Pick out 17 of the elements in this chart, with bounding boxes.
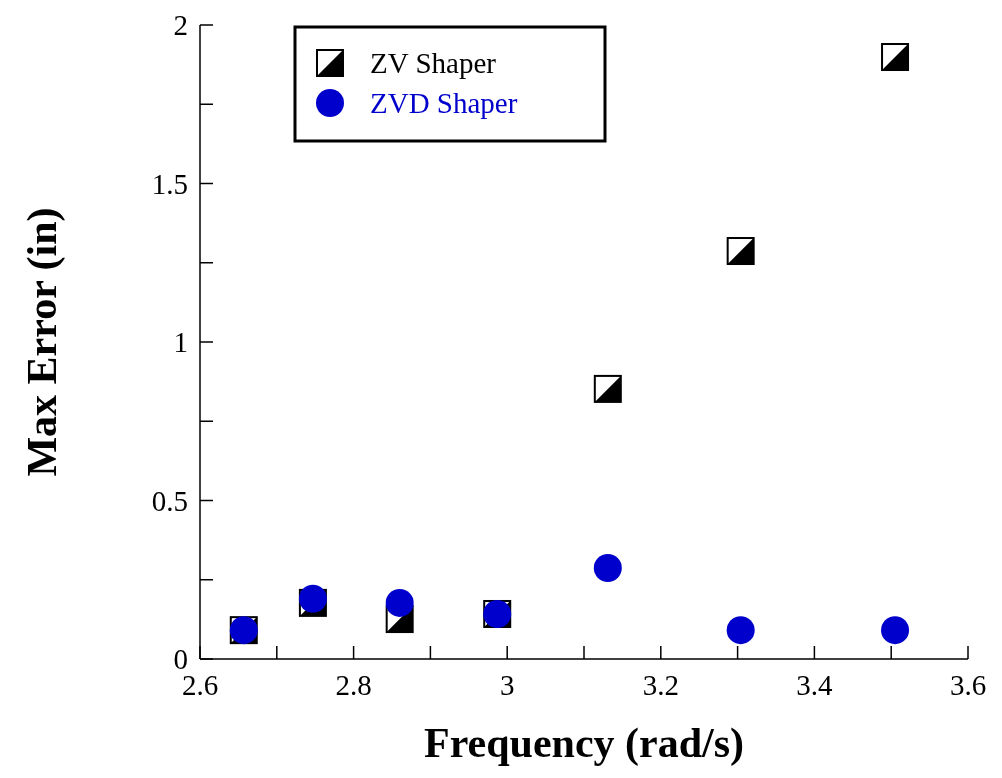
- y-tick-label: 2: [173, 9, 188, 42]
- legend-label: ZVD Shaper: [370, 87, 518, 120]
- x-tick-label: 3.2: [642, 669, 679, 701]
- x-tick-label: 2.8: [335, 669, 372, 701]
- point: [726, 616, 755, 645]
- y-tick-label: 0.5: [151, 484, 188, 517]
- x-tick-label: 3.6: [949, 669, 987, 701]
- y-tick-label: 1: [173, 326, 188, 359]
- x-tick-label: 3.4: [796, 669, 834, 701]
- point: [881, 616, 910, 645]
- x-tick-label: 3: [499, 669, 515, 701]
- point: [593, 554, 622, 583]
- point: [385, 588, 414, 617]
- x-axis-title: Frequency (rad/s): [423, 720, 745, 767]
- y-axis-title: Max Error (in): [19, 207, 66, 477]
- y-tick-label: 1.5: [151, 167, 188, 200]
- legend-label: ZV Shaper: [370, 47, 497, 80]
